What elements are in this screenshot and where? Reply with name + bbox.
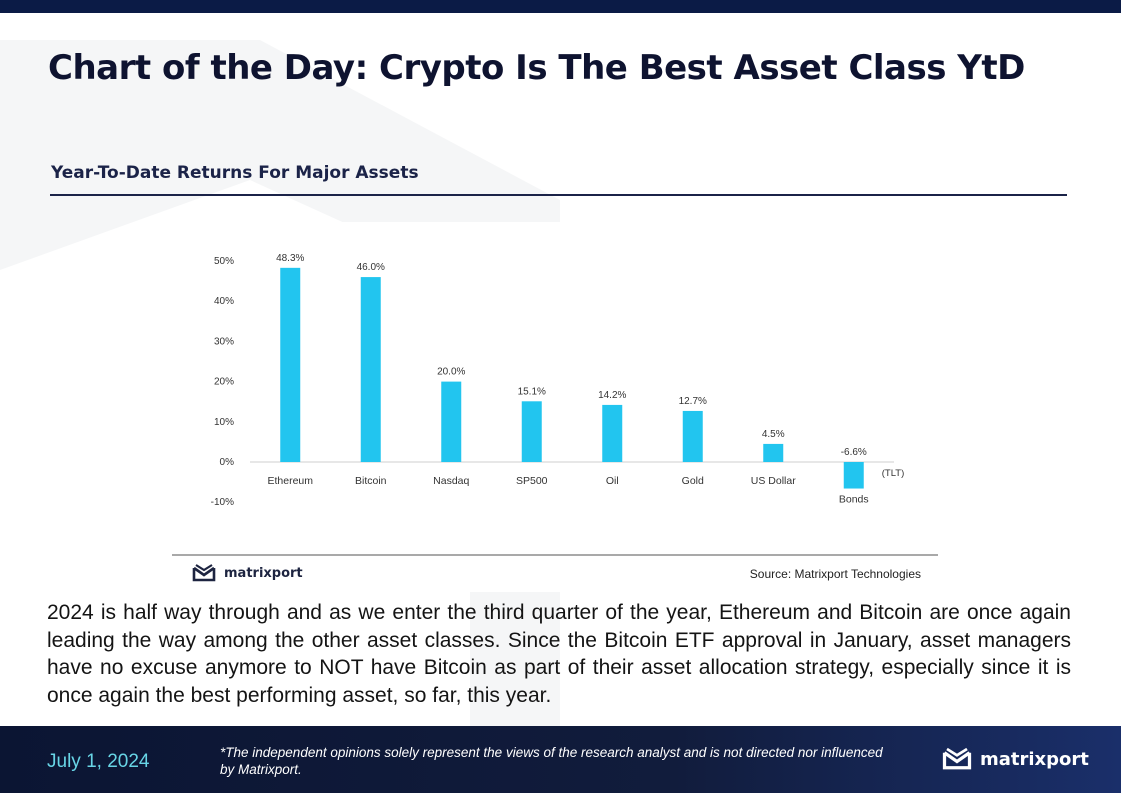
bar-bitcoin <box>360 277 381 462</box>
footer-brand-name: matrixport <box>980 748 1089 770</box>
footer-bar: July 1, 2024 *The independent opinions s… <box>0 726 1121 793</box>
bar-oil <box>602 404 623 462</box>
category-label: Nasdaq <box>433 475 469 487</box>
bar-nasdaq <box>441 381 462 462</box>
y-tick-label: -10% <box>211 497 234 508</box>
y-tick-label: 30% <box>214 336 234 347</box>
category-label: Oil <box>606 475 619 487</box>
chart-subtitle: Year-To-Date Returns For Major Assets <box>51 163 419 183</box>
subtitle-divider <box>50 194 1067 196</box>
chart-brand-logo: matrixport <box>192 564 303 582</box>
chart-footer-divider <box>172 554 938 556</box>
matrixport-logo-icon <box>192 564 216 582</box>
disclaimer-text: *The independent opinions solely represe… <box>220 745 883 777</box>
footer-brand-logo: matrixport <box>942 747 1089 771</box>
bar-value-label: 46.0% <box>357 262 385 273</box>
publish-date: July 1, 2024 <box>47 751 150 772</box>
bar-ethereum <box>280 267 301 462</box>
chart-source: Source: Matrixport Technologies <box>749 567 921 581</box>
matrixport-logo-icon <box>942 747 972 770</box>
category-label: Bonds <box>839 494 869 506</box>
page-title: Chart of the Day: Crypto Is The Best Ass… <box>48 48 1025 88</box>
y-tick-label: 50% <box>214 256 234 267</box>
bar-value-label: 14.2% <box>598 390 626 401</box>
bar-bonds <box>843 462 864 489</box>
bar-sp500 <box>521 401 542 462</box>
category-label: US Dollar <box>751 475 796 487</box>
y-tick-label: 40% <box>214 296 234 307</box>
chart-brand-name: matrixport <box>224 565 303 581</box>
category-label: SP500 <box>516 475 548 487</box>
bar-value-label: -6.6% <box>841 447 867 458</box>
bar-gold <box>682 410 703 462</box>
category-label: Bitcoin <box>355 475 387 487</box>
bar-annotation: (TLT) <box>882 468 905 479</box>
top-accent-bar <box>0 0 1121 13</box>
body-paragraph: 2024 is half way through and as we enter… <box>47 601 1071 707</box>
bar-value-label: 12.7% <box>679 396 707 407</box>
bar-value-label: 48.3% <box>276 253 304 264</box>
bar-value-label: 20.0% <box>437 367 465 378</box>
bar-value-label: 4.5% <box>762 429 785 440</box>
chart-panel: 50% 40% 30% 20% 10% 0% -10% 48.3% Ethereum 46.0% B… <box>172 222 938 592</box>
category-label: Gold <box>682 475 704 487</box>
bar-us-dollar <box>763 443 784 462</box>
y-tick-label: 10% <box>214 417 234 428</box>
category-label: Ethereum <box>267 475 313 487</box>
y-tick-label: 0% <box>220 457 235 468</box>
bar-chart: 50% 40% 30% 20% 10% 0% -10% 48.3% Ethereum 46.0% B… <box>211 253 905 508</box>
y-tick-label: 20% <box>214 377 234 388</box>
bar-value-label: 15.1% <box>518 386 546 397</box>
